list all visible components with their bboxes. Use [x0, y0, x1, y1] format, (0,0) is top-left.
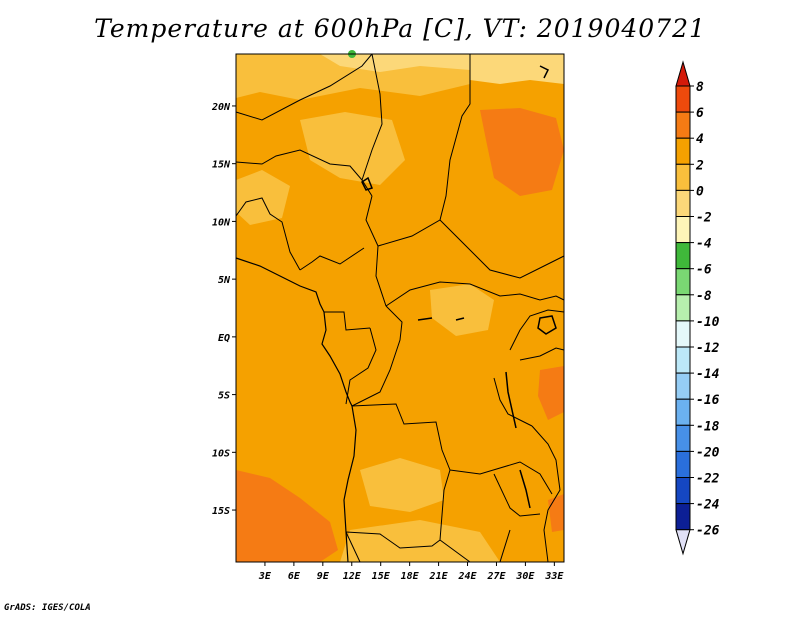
map-panel: [235, 50, 565, 563]
cool-patch-top: [320, 54, 470, 72]
colorbar-box: [675, 111, 691, 139]
lat-tick-label: EQ: [218, 333, 230, 344]
colorbar-label: -10: [696, 315, 720, 330]
lon-tick-label: 9E: [317, 571, 330, 582]
colorbar-box: [675, 320, 691, 348]
colorbar-label: 4: [696, 132, 704, 147]
cool-patch-northeast: [470, 54, 564, 84]
colorbar-label: 2: [695, 158, 704, 173]
colorbar-box: [675, 503, 691, 531]
lat-tick-label: 5S: [218, 391, 230, 402]
colorbar-label: -24: [696, 498, 720, 513]
lat-tick-label: 15S: [212, 506, 230, 517]
warm-patch-sahara: [300, 112, 405, 185]
colorbar-box: [675, 137, 691, 165]
lat-tick-label: 20N: [211, 102, 231, 113]
colorbar-bottom-arrow: [675, 529, 691, 556]
map-title: Temperature at 600hPa [C], VT: 201904072…: [94, 14, 706, 43]
colorbar-box: [675, 189, 691, 217]
colorbar-label: -14: [696, 367, 720, 382]
coastline: [235, 257, 357, 563]
colorbar-label: -2: [696, 211, 712, 226]
colorbar-label: -12: [696, 341, 720, 356]
colorbar-label: -22: [696, 472, 720, 487]
lat-tick-label: 15N: [212, 160, 231, 171]
colorbar-box: [675, 163, 691, 191]
colorbar-box: [675, 85, 691, 113]
colorbar-box: [675, 372, 691, 400]
lon-tick-label: 24E: [457, 571, 477, 582]
colorbar-box: [675, 450, 691, 478]
longitude-axis: 3E 6E 9E 12E 15E 18E 21E 24E 27E 30E 33E: [258, 562, 564, 582]
warm-patch-south: [340, 520, 500, 562]
colorbar-label: -18: [696, 419, 720, 434]
lakes: [361, 65, 557, 509]
colorbar-label: 8: [696, 80, 704, 95]
colorbar-box: [675, 216, 691, 244]
lon-tick-label: 21E: [429, 571, 449, 582]
lon-tick-label: 3E: [258, 571, 272, 582]
colorbar-label: -20: [696, 445, 720, 460]
lon-tick-label: 6E: [288, 571, 301, 582]
colorbar-box: [675, 294, 691, 322]
hot-patch-sudan: [480, 108, 564, 196]
colorbar-label: -4: [696, 237, 712, 252]
lat-tick-label: 10S: [212, 448, 230, 459]
lon-tick-label: 12E: [343, 571, 362, 582]
lat-tick-label: 10N: [212, 217, 231, 228]
warm-patch-angola: [360, 458, 444, 512]
colorbar-box: [675, 477, 691, 505]
warm-patch-west: [236, 170, 290, 225]
colorbar-label: -6: [696, 263, 712, 278]
colorbar-box: [675, 398, 691, 426]
warm-patch-congo: [430, 284, 494, 336]
map-frame: [235, 53, 565, 563]
colorbar-box: [675, 242, 691, 270]
hot-patch-east: [538, 366, 564, 420]
lon-tick-label: 33E: [544, 571, 564, 582]
lon-tick-label: 18E: [401, 571, 420, 582]
colorbar-label: -8: [696, 289, 712, 304]
colorbar-label: -26: [696, 524, 720, 539]
lon-tick-label: 27E: [486, 571, 506, 582]
colorbar-box: [675, 268, 691, 296]
colorbar-label: -16: [696, 393, 720, 408]
colorbar-label: 0: [696, 184, 704, 199]
colorbar-box: [675, 424, 691, 452]
lat-tick-label: 5N: [218, 275, 231, 286]
latitude-axis: 20N 15N 10N 5N EQ 5S 10S 15S: [211, 102, 236, 517]
colorbar: 8 6 4 2 0 -2 -4 -6 -8 -10 -12 -14 -16 -18 -20 -22 -24 -26: [675, 60, 720, 556]
credit-label: GrADS: IGES/COLA: [4, 603, 91, 613]
country-borders: [235, 53, 565, 563]
hot-patch-southwest: [236, 470, 338, 562]
colorbar-label: 6: [696, 106, 704, 121]
lon-tick-label: 30E: [515, 571, 535, 582]
lon-tick-label: 15E: [372, 571, 391, 582]
colorbar-box: [675, 346, 691, 374]
colorbar-top-arrow: [675, 60, 691, 87]
